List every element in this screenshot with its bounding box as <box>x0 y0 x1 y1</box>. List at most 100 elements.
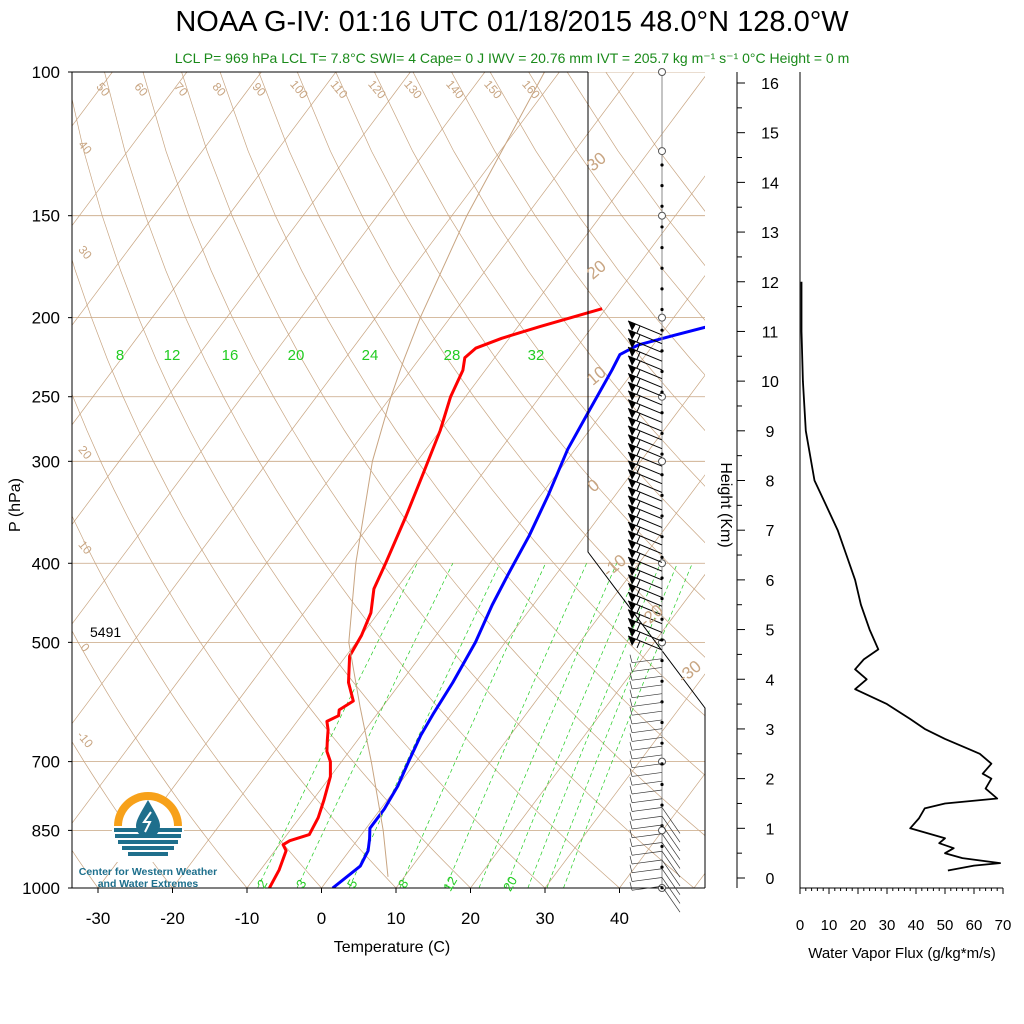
wind-barb <box>629 829 681 860</box>
isotherm-label: 40 <box>75 138 95 157</box>
isotherm-label: 20 <box>75 443 95 462</box>
wind-barb <box>629 864 681 895</box>
wind-barb <box>627 469 663 485</box>
x-tick-label: 30 <box>536 909 555 928</box>
barb-dot <box>660 369 664 374</box>
barb-shaft <box>631 850 663 856</box>
barb-tick <box>629 838 633 847</box>
dry-adiabat-line <box>72 515 322 888</box>
barb-tick <box>629 768 633 777</box>
height-tick-label: 8 <box>766 474 775 491</box>
adiabat-label: 50 <box>93 80 113 99</box>
barb-flag <box>628 592 636 603</box>
barb-circle <box>658 68 666 76</box>
wind-barb <box>627 355 663 371</box>
barb-shaft <box>661 877 681 904</box>
dry-adiabat-line <box>72 393 397 888</box>
barb-dot <box>660 266 664 270</box>
barb-shaft <box>661 851 681 878</box>
barb-dot <box>660 163 664 167</box>
dry-adiabat-line <box>566 72 705 267</box>
barb-shaft <box>631 754 663 760</box>
wind-barb <box>629 742 663 751</box>
barb-shaft <box>631 842 663 847</box>
isotherm-line <box>72 72 486 625</box>
barb-tick <box>636 343 641 351</box>
barb-circle <box>658 457 666 466</box>
wind-barb <box>627 635 663 651</box>
height-tick-label: 1 <box>766 821 775 838</box>
barb-flag <box>628 600 636 611</box>
barb-dot <box>660 597 664 601</box>
adiabat-label: 150 <box>481 77 505 102</box>
mixing-ratio-line <box>445 563 587 888</box>
barb-shaft <box>631 885 663 891</box>
barb-flag <box>628 495 636 506</box>
barb-dot <box>660 390 664 394</box>
barb-tick <box>629 759 633 768</box>
isotherm-label: 10 <box>75 538 95 557</box>
barb-dot <box>660 700 664 704</box>
barb-tick <box>636 597 641 605</box>
x-tick-label: 40 <box>610 909 629 928</box>
barb-dot <box>660 493 664 497</box>
barb-flag <box>628 460 636 471</box>
wind-barb <box>627 574 663 590</box>
adiabat-label: 130 <box>401 77 425 102</box>
wind-barb <box>629 873 681 904</box>
barb-tick <box>629 733 633 742</box>
wind-barb <box>627 329 663 345</box>
mixing-ratio-line <box>546 563 678 888</box>
mixing-ratio-line <box>527 563 661 888</box>
isotherm-line <box>246 275 705 888</box>
barb-flag <box>628 557 636 568</box>
chart-title: NOAA G-IV: 01:16 UTC 01/18/2015 48.0°N 1… <box>175 6 849 38</box>
height-tick-label: 9 <box>766 424 775 441</box>
wind-barb <box>627 451 663 467</box>
adiabat-label: 70 <box>171 80 191 99</box>
barb-flag <box>628 443 636 454</box>
barb-shaft <box>631 702 663 707</box>
wind-barb <box>627 390 663 406</box>
barb-dot <box>660 617 664 621</box>
height-tick-label: 3 <box>766 722 775 739</box>
barb-flag <box>628 417 636 428</box>
wvf-tick-label: 0 <box>796 917 804 934</box>
dry-adiabat-line <box>72 630 248 888</box>
height-tick-label: 14 <box>761 175 779 192</box>
wvf-tick-label: 70 <box>995 917 1012 934</box>
mixing-ratio-line <box>257 563 418 888</box>
barb-shaft <box>631 868 663 874</box>
wind-barb <box>627 495 663 511</box>
barb-tick <box>636 562 641 570</box>
barb-tick <box>629 873 633 882</box>
wind-barb <box>627 539 663 555</box>
wind-barb <box>629 715 663 725</box>
barb-flag <box>628 627 636 638</box>
wvf-tick-label: 20 <box>850 917 867 934</box>
barb-tick <box>629 724 633 733</box>
wind-barb <box>627 407 663 423</box>
height-tick-label: 0 <box>766 871 775 888</box>
barb-flag <box>628 574 636 585</box>
mixing-ratio-label: 20 <box>500 874 520 894</box>
profile-temperature <box>268 307 603 888</box>
height-tick-label: 7 <box>766 523 775 540</box>
barb-flag <box>628 434 636 445</box>
wvf-tick-label: 60 <box>966 917 983 934</box>
wind-barb <box>627 521 663 537</box>
y-tick-label: 250 <box>32 388 60 407</box>
wind-barb <box>627 346 663 362</box>
dry-adiabat-line <box>142 72 695 888</box>
isotherm-line <box>72 72 635 824</box>
wind-barb <box>629 820 681 852</box>
barb-dot <box>660 307 664 312</box>
wind-barb <box>627 434 663 450</box>
mixing-ratio-label: 12 <box>440 874 460 894</box>
mixing-ratio-label: 8 <box>116 347 124 364</box>
barb-dot <box>660 225 664 229</box>
wind-barb <box>629 794 663 804</box>
wind-barbs <box>627 68 681 913</box>
barb-flag <box>628 618 636 629</box>
y-tick-label: 1000 <box>22 879 60 898</box>
